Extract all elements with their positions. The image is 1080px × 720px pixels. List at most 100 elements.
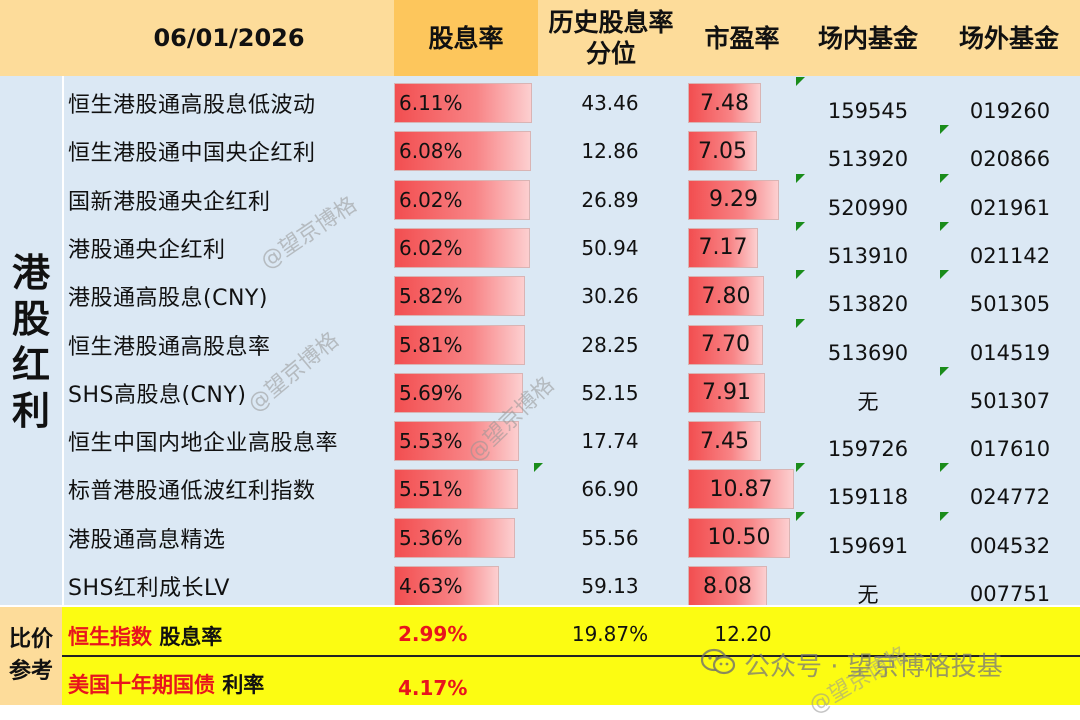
wechat-icon (700, 648, 736, 676)
hsi-yield: 2.99% (398, 622, 468, 646)
reference-label-line1: 比价 (8, 627, 53, 652)
pe-bar: 8.08 (688, 566, 767, 606)
offsite-fund-code: 501307 (969, 388, 1051, 413)
yield-percentile: 26.89 (581, 187, 639, 212)
table-row: 标普港股通低波红利指数 5.51% 66.90 10.87 159118 024772 (0, 463, 1080, 513)
table-row: 国新港股通央企红利 6.02% 26.89 9.29 520990 021961 (0, 173, 1080, 224)
header-offsite-fund: 场外基金 (958, 23, 1059, 53)
pe-bar: 7.05 (688, 131, 757, 172)
table-row: 恒生港股通高股息低波动 6.11% 43.46 7.48 159545 019260 (0, 77, 1080, 127)
table-row: 恒生中国内地企业高股息率 5.53% 17.74 7.45 159726 017610 (0, 417, 1080, 465)
yield-bar: 6.11% (394, 83, 532, 123)
onsite-fund-code: 513820 (827, 292, 909, 317)
index-name: 恒生港股通高股息率 (68, 334, 271, 360)
onsite-fund-code: 520990 (827, 195, 909, 220)
yield-bar: 5.81% (394, 324, 525, 365)
watermark-wechat: 公众号 · 望京博格投基 (744, 652, 1003, 682)
offsite-fund-code: 024772 (969, 485, 1051, 510)
onsite-fund-code: 159691 (827, 533, 909, 558)
index-name: 恒生港股通中国央企红利 (68, 141, 316, 167)
index-name: 标普港股通低波红利指数 (68, 479, 316, 505)
header-onsite-fund: 场内基金 (817, 23, 918, 53)
yield-bar: 5.53% (394, 421, 519, 462)
yield-bar: 5.36% (394, 517, 515, 558)
comment-marker-icon (796, 173, 805, 183)
pe-bar: 7.70 (688, 324, 763, 365)
pe-bar: 7.80 (688, 276, 764, 317)
pe-bar: 10.87 (688, 469, 794, 510)
pe-bar: 7.17 (688, 227, 758, 268)
reference-bond-name: 美国十年期国债 利率 (68, 660, 264, 708)
index-name: 港股通高息精选 (68, 527, 226, 553)
table-row: 港股通高股息(CNY) 5.82% 30.26 7.80 513820 501305 (0, 270, 1080, 320)
reference-top-border (0, 605, 1080, 607)
offsite-fund-code: 004532 (969, 533, 1051, 558)
index-name: 恒生中国内地企业高股息率 (68, 431, 339, 457)
hsi-pe: 12.20 (714, 622, 772, 646)
yield-bar: 6.02% (394, 227, 530, 268)
comment-marker-icon (940, 511, 949, 521)
yield-bar: 5.51% (394, 469, 518, 510)
index-name: 恒生港股通高股息低波动 (68, 93, 316, 118)
table-row: 恒生港股通高股息率 5.81% 28.25 7.70 513690 014519 (0, 318, 1080, 369)
header-yield: 股息率 (394, 0, 538, 76)
onsite-fund-code: 159726 (827, 437, 909, 462)
yield-percentile: 30.26 (581, 284, 639, 309)
comment-marker-icon (796, 77, 805, 86)
index-name: SHS高股息(CNY) (68, 382, 247, 408)
comment-marker-icon (940, 463, 949, 473)
table-row: 恒生港股通中国央企红利 6.08% 12.86 7.05 513920 020866 (0, 125, 1080, 175)
hsi-percentile: 19.87% (571, 622, 649, 646)
offsite-fund-code: 017610 (969, 437, 1051, 462)
onsite-fund-code: 513920 (827, 147, 909, 172)
comment-marker-icon (940, 270, 949, 280)
pe-bar: 10.50 (688, 517, 790, 558)
index-name: 港股通央企红利 (68, 237, 226, 263)
hsi-metric: 股息率 (159, 625, 223, 649)
reference-divider (0, 655, 1080, 657)
yield-percentile: 28.25 (581, 332, 639, 357)
hsi-name: 恒生指数 (68, 625, 152, 649)
offsite-fund-code: 007751 (969, 582, 1051, 606)
comment-marker-icon (940, 221, 949, 231)
comment-marker-icon (796, 270, 805, 280)
yield-percentile: 59.13 (581, 574, 639, 598)
comment-marker-icon (796, 221, 805, 231)
yield-percentile: 50.94 (581, 235, 639, 260)
comment-marker-icon (940, 125, 949, 135)
yield-percentile: 55.56 (581, 525, 639, 550)
comment-marker-icon (796, 318, 805, 328)
onsite-fund-code: 513690 (827, 340, 909, 365)
pe-bar: 7.45 (688, 421, 761, 462)
header-percentile: 历史股息率 分位 (538, 0, 684, 76)
table-row: 港股通央企红利 6.02% 50.94 7.17 513910 021142 (0, 221, 1080, 272)
offsite-fund-code: 501305 (969, 292, 1051, 317)
yield-bar: 6.08% (394, 131, 531, 172)
onsite-fund-code: 无 (857, 389, 879, 414)
reference-hsi-name: 恒生指数 股息率 (68, 612, 222, 660)
offsite-fund-code: 014519 (969, 340, 1051, 365)
offsite-fund-code: 019260 (969, 99, 1051, 123)
onsite-fund-code: 无 (857, 583, 879, 607)
table-row: SHS高股息(CNY) 5.69% 52.15 7.91 无 501307 (0, 366, 1080, 417)
group-divider (62, 76, 64, 607)
index-name: SHS红利成长LV (68, 576, 230, 601)
yield-percentile: 52.15 (581, 380, 639, 405)
yield-bar: 6.02% (394, 179, 530, 220)
yield-bar: 4.63% (394, 566, 499, 606)
comment-marker-icon (534, 463, 543, 473)
group-label-char: 红 (11, 342, 50, 387)
index-name: 国新港股通央企红利 (68, 189, 271, 215)
yield-percentile: 66.90 (581, 477, 639, 502)
yield-bar: 5.82% (394, 276, 525, 317)
group-label-char: 港 (11, 250, 50, 295)
reference-label-line2: 参考 (8, 659, 53, 684)
index-name: 港股通高股息(CNY) (68, 286, 268, 312)
bond-metric: 利率 (222, 673, 265, 697)
pe-bar: 9.29 (688, 179, 779, 220)
comment-marker-icon (940, 366, 949, 376)
yield-bar: 5.69% (394, 372, 523, 413)
onsite-fund-code: 159545 (827, 99, 909, 123)
comment-marker-icon (940, 173, 949, 183)
